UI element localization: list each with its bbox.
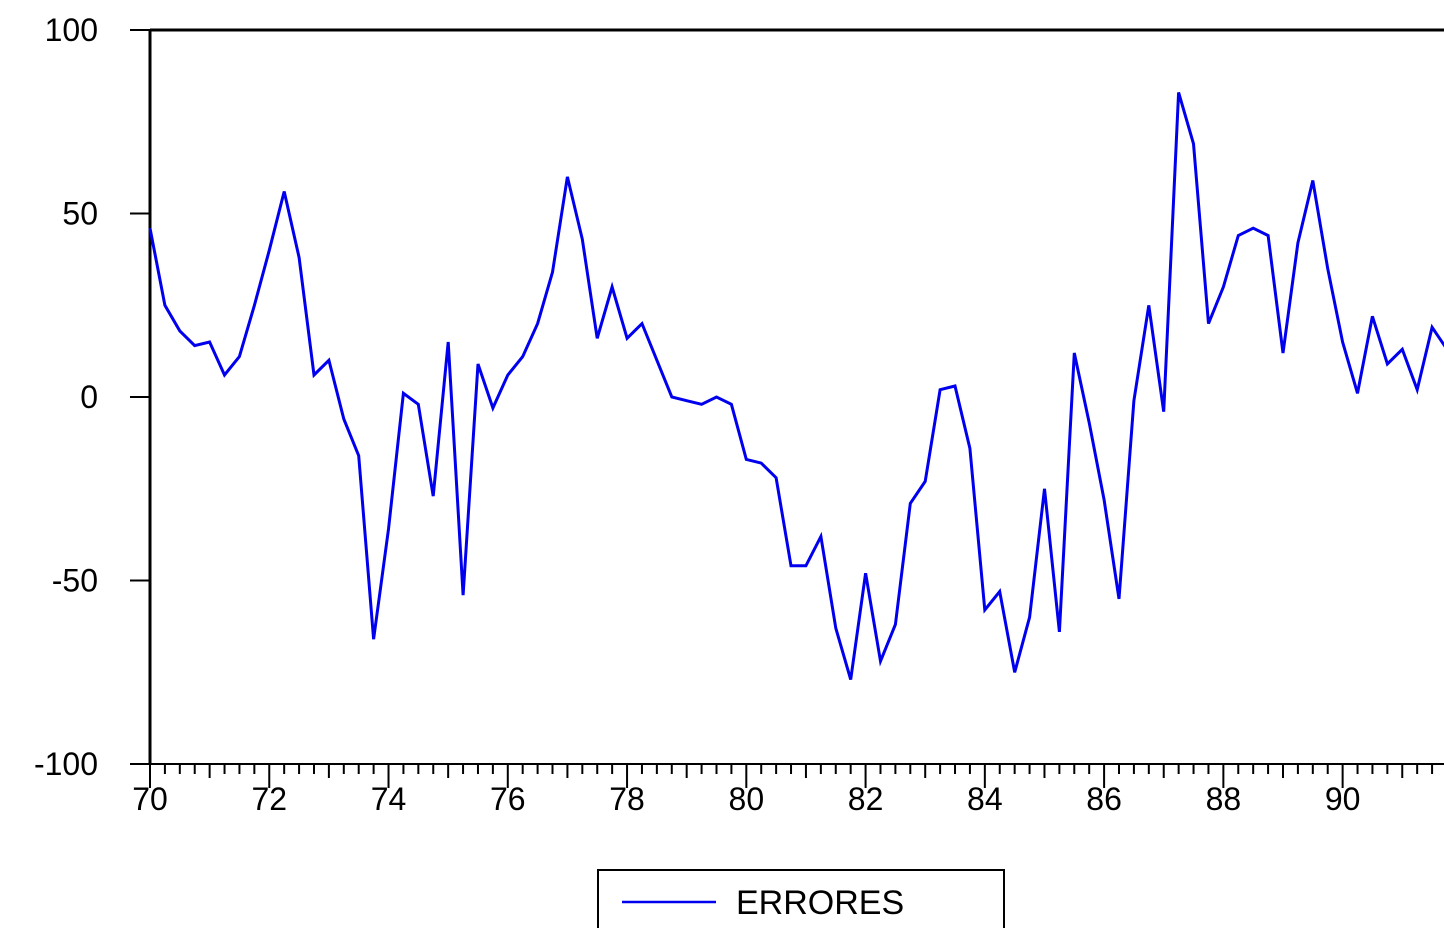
x-tick-label: 78	[609, 781, 645, 817]
y-tick-label: -50	[52, 563, 98, 599]
x-axis-ticks: 70 72 74 76 78 80 82 84 86 88 90	[132, 764, 1434, 817]
x-tick-label: 80	[729, 781, 765, 817]
x-tick-label: 84	[967, 781, 1003, 817]
y-axis-ticks: 100 50 0 -50 -100	[34, 12, 150, 782]
legend-label-errores: ERRORES	[736, 884, 904, 922]
legend: ERRORES	[597, 869, 1005, 928]
x-tick-label: 76	[490, 781, 526, 817]
x-tick-label: 74	[371, 781, 407, 817]
y-tick-label: 50	[62, 196, 98, 232]
x-tick-label: 72	[251, 781, 287, 817]
series-group	[148, 91, 1444, 681]
chart-axes	[148, 28, 1444, 765]
x-tick-label: 88	[1206, 781, 1242, 817]
series-line-errores	[148, 91, 1444, 681]
x-tick-label: 90	[1325, 781, 1361, 817]
x-tick-label: 70	[132, 781, 168, 817]
y-tick-label: 0	[80, 379, 98, 415]
y-tick-label: 100	[45, 12, 98, 48]
legend-box	[597, 869, 1005, 928]
x-tick-label: 86	[1086, 781, 1122, 817]
y-tick-label: -100	[34, 746, 98, 782]
x-tick-label: 82	[848, 781, 884, 817]
